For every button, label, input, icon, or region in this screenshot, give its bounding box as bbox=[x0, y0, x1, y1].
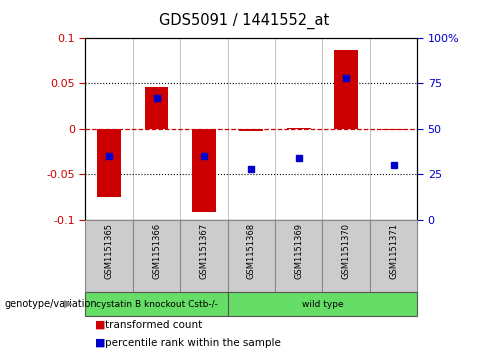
Bar bbox=[133, 220, 180, 292]
Bar bbox=[144, 87, 168, 129]
Bar bbox=[370, 220, 417, 292]
Text: ■: ■ bbox=[95, 320, 106, 330]
Text: GSM1151367: GSM1151367 bbox=[200, 223, 208, 280]
Bar bbox=[275, 220, 323, 292]
Bar bbox=[85, 220, 133, 292]
Text: GSM1151368: GSM1151368 bbox=[247, 223, 256, 280]
Text: GSM1151370: GSM1151370 bbox=[342, 223, 351, 279]
Bar bbox=[227, 292, 417, 316]
Text: GSM1151365: GSM1151365 bbox=[104, 223, 114, 279]
Text: cystatin B knockout Cstb-/-: cystatin B knockout Cstb-/- bbox=[96, 299, 218, 309]
Text: transformed count: transformed count bbox=[105, 320, 202, 330]
Bar bbox=[334, 50, 358, 129]
Text: ▶: ▶ bbox=[64, 299, 73, 309]
Bar bbox=[323, 220, 370, 292]
Text: ■: ■ bbox=[95, 338, 106, 348]
Bar bbox=[180, 220, 227, 292]
Bar bbox=[192, 129, 216, 212]
Bar bbox=[85, 292, 227, 316]
Bar bbox=[382, 129, 406, 130]
Text: percentile rank within the sample: percentile rank within the sample bbox=[105, 338, 281, 348]
Text: GSM1151369: GSM1151369 bbox=[294, 223, 303, 279]
Text: wild type: wild type bbox=[302, 299, 343, 309]
Bar bbox=[240, 129, 263, 131]
Text: GSM1151371: GSM1151371 bbox=[389, 223, 398, 279]
Bar bbox=[287, 128, 310, 129]
Text: GSM1151366: GSM1151366 bbox=[152, 223, 161, 280]
Text: GDS5091 / 1441552_at: GDS5091 / 1441552_at bbox=[159, 13, 329, 29]
Bar bbox=[97, 129, 121, 197]
Text: genotype/variation: genotype/variation bbox=[5, 299, 98, 309]
Bar bbox=[227, 220, 275, 292]
